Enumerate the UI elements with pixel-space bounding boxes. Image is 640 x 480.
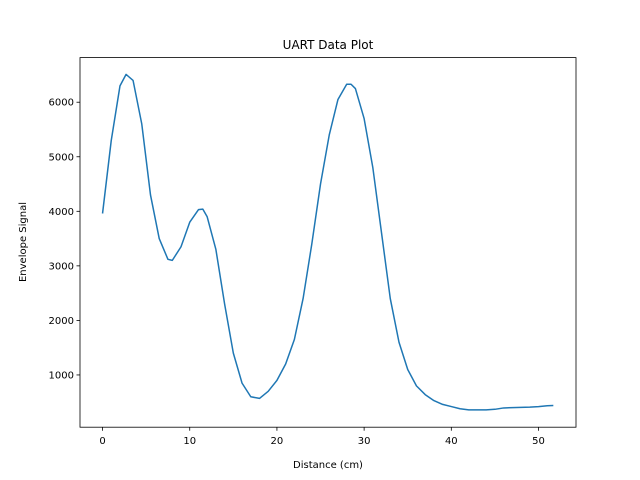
y-tick-label: 2000 — [49, 316, 74, 327]
x-tick-label: 0 — [99, 436, 105, 447]
y-tick-label: 3000 — [49, 261, 74, 272]
y-tick-label: 5000 — [49, 152, 74, 163]
x-tick-label: 30 — [358, 436, 371, 447]
data-line — [101, 73, 554, 411]
x-tick-label: 50 — [532, 436, 545, 447]
chart-title: UART Data Plot — [283, 38, 374, 52]
y-tick-label: 4000 — [49, 207, 74, 218]
x-tick-label: 10 — [183, 436, 196, 447]
x-axis-label: Distance (cm) — [293, 460, 363, 471]
y-axis-label: Envelope Signal — [18, 202, 29, 282]
plot-area: 0 10 20 30 40 50 1000 2000 3000 4000 5000 6000 — [49, 73, 554, 447]
y-tick-label: 1000 — [49, 370, 74, 381]
y-tick-label: 6000 — [49, 98, 74, 109]
axes-frame — [79, 57, 577, 428]
x-tick-label: 20 — [271, 436, 284, 447]
x-tick-label: 40 — [445, 436, 458, 447]
